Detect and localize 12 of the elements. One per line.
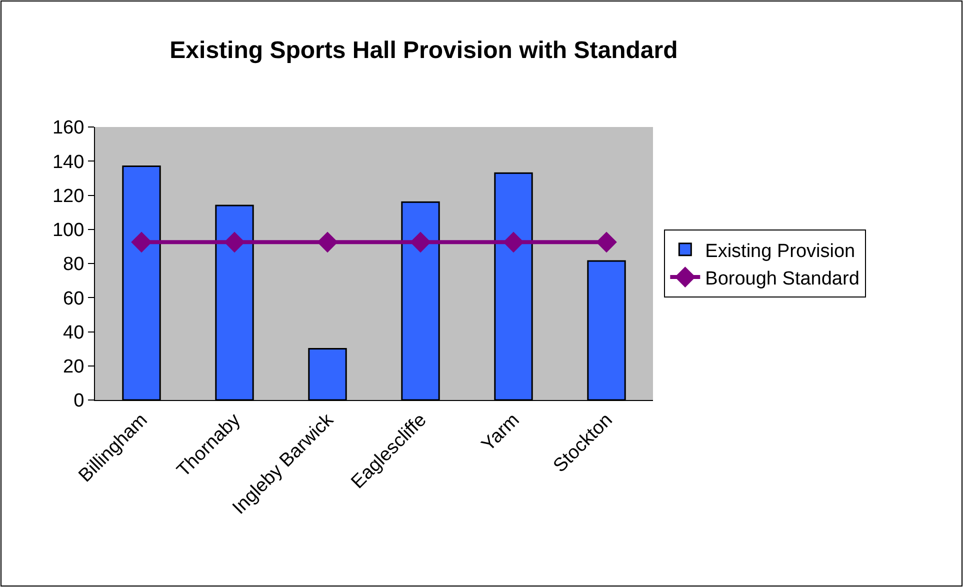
y-tick-label: 100 <box>52 220 84 242</box>
y-tick-label: 0 <box>74 390 84 412</box>
legend-label: Borough Standard <box>705 268 860 290</box>
y-tick-label: 20 <box>63 356 84 378</box>
y-tick-label: 60 <box>63 288 84 310</box>
y-tick-label: 140 <box>52 152 84 173</box>
chart-title: Existing Sports Hall Provision with Standard <box>170 36 678 64</box>
legend-label: Existing Provision <box>705 240 856 262</box>
y-tick-label: 40 <box>63 322 84 344</box>
y-tick-label: 160 <box>52 118 84 139</box>
y-tick-label: 80 <box>63 254 84 276</box>
y-tick-label: 120 <box>52 186 84 207</box>
